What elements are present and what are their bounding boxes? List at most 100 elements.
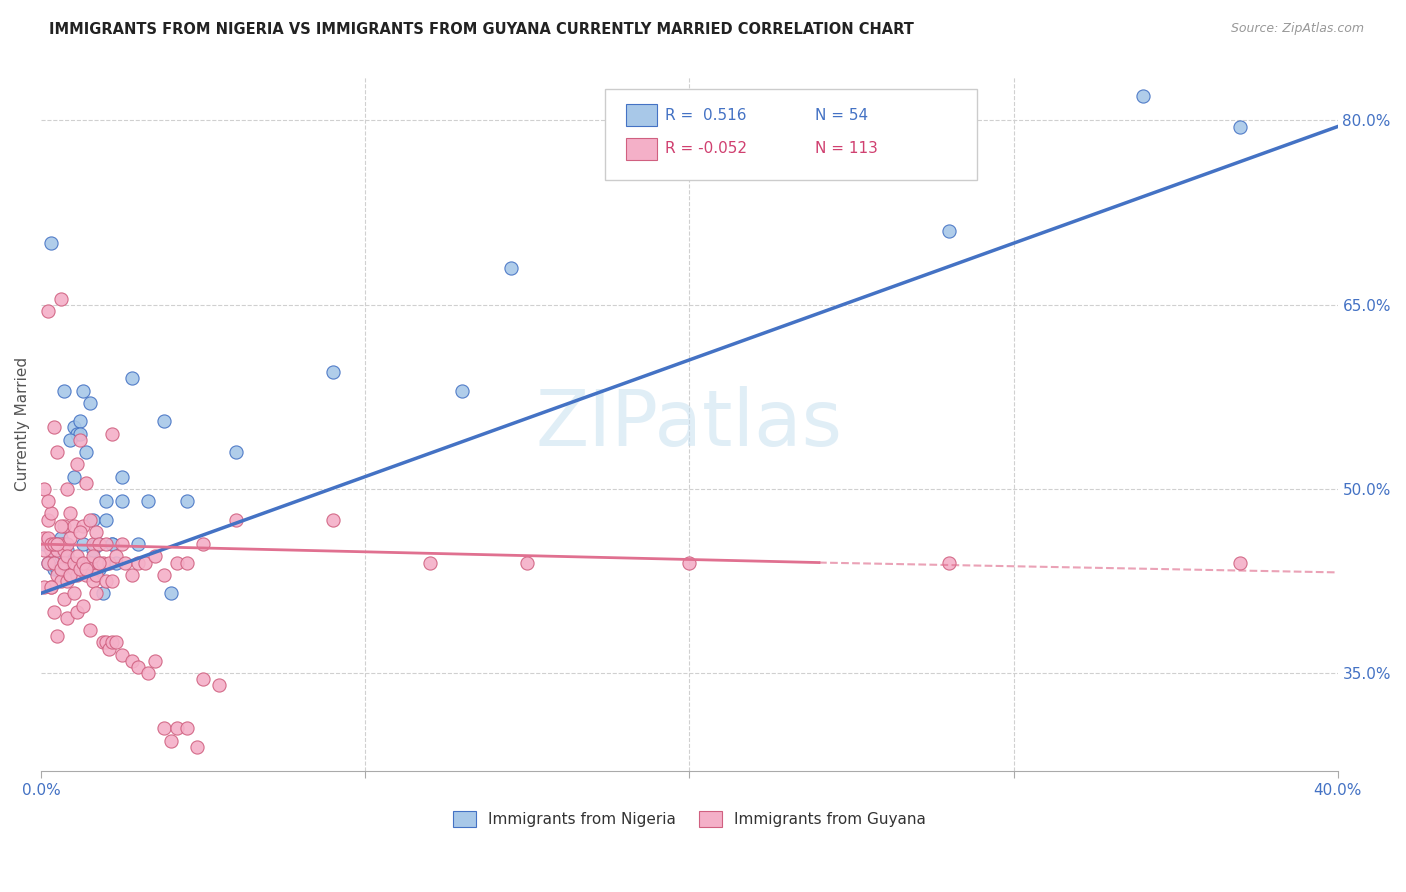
Point bbox=[69, 426, 91, 441]
Point bbox=[39, 580, 62, 594]
Point bbox=[49, 574, 72, 588]
Point bbox=[104, 635, 127, 649]
Point bbox=[76, 445, 98, 459]
Point bbox=[84, 524, 107, 539]
Point bbox=[186, 739, 208, 754]
Point bbox=[52, 592, 75, 607]
Point bbox=[46, 445, 69, 459]
Point bbox=[56, 537, 79, 551]
Point bbox=[56, 549, 79, 564]
Point bbox=[166, 722, 188, 736]
Text: ZIPatlas: ZIPatlas bbox=[536, 386, 842, 462]
Point bbox=[101, 537, 124, 551]
Text: N = 54: N = 54 bbox=[815, 108, 869, 122]
Point bbox=[153, 567, 176, 582]
Point bbox=[111, 537, 134, 551]
Point bbox=[56, 611, 79, 625]
Point bbox=[49, 292, 72, 306]
Point bbox=[62, 586, 84, 600]
Point bbox=[193, 537, 215, 551]
Point bbox=[89, 537, 111, 551]
Point bbox=[84, 567, 107, 582]
Point bbox=[39, 543, 62, 558]
Point bbox=[46, 562, 69, 576]
Point bbox=[72, 556, 94, 570]
Point bbox=[66, 605, 89, 619]
Point bbox=[72, 537, 94, 551]
Point bbox=[176, 722, 198, 736]
Point bbox=[101, 635, 124, 649]
Point bbox=[46, 537, 69, 551]
Point bbox=[94, 537, 117, 551]
Point bbox=[42, 605, 65, 619]
Point bbox=[121, 371, 143, 385]
Point bbox=[49, 537, 72, 551]
Point bbox=[94, 574, 117, 588]
Point bbox=[98, 641, 121, 656]
Text: R =  0.516: R = 0.516 bbox=[665, 108, 747, 122]
Point bbox=[94, 494, 117, 508]
Point bbox=[94, 512, 117, 526]
Point bbox=[37, 303, 59, 318]
Point bbox=[82, 574, 104, 588]
Point bbox=[94, 635, 117, 649]
Point bbox=[176, 556, 198, 570]
Point bbox=[101, 574, 124, 588]
Point bbox=[938, 556, 960, 570]
Point bbox=[34, 531, 56, 545]
Point bbox=[66, 458, 89, 472]
Legend: Immigrants from Nigeria, Immigrants from Guyana: Immigrants from Nigeria, Immigrants from… bbox=[447, 805, 932, 833]
Y-axis label: Currently Married: Currently Married bbox=[15, 358, 30, 491]
Point bbox=[127, 556, 149, 570]
Point bbox=[101, 426, 124, 441]
Point bbox=[82, 512, 104, 526]
Point bbox=[52, 543, 75, 558]
Point bbox=[52, 518, 75, 533]
Point bbox=[46, 629, 69, 643]
Point bbox=[121, 567, 143, 582]
Point bbox=[46, 537, 69, 551]
Point bbox=[59, 567, 82, 582]
Point bbox=[159, 733, 181, 747]
Point bbox=[79, 623, 101, 637]
Point bbox=[111, 494, 134, 508]
Point bbox=[37, 512, 59, 526]
Point bbox=[1229, 556, 1251, 570]
Point bbox=[37, 531, 59, 545]
Point bbox=[76, 562, 98, 576]
Point bbox=[42, 537, 65, 551]
Point bbox=[59, 507, 82, 521]
Point bbox=[91, 586, 114, 600]
Point bbox=[66, 549, 89, 564]
Point bbox=[76, 567, 98, 582]
Point bbox=[225, 512, 247, 526]
Text: IMMIGRANTS FROM NIGERIA VS IMMIGRANTS FROM GUYANA CURRENTLY MARRIED CORRELATION : IMMIGRANTS FROM NIGERIA VS IMMIGRANTS FR… bbox=[49, 22, 914, 37]
Point bbox=[62, 469, 84, 483]
Point bbox=[104, 549, 127, 564]
Point bbox=[82, 543, 104, 558]
Point bbox=[62, 420, 84, 434]
Point bbox=[56, 562, 79, 576]
Point bbox=[34, 482, 56, 496]
Point bbox=[72, 599, 94, 613]
Point bbox=[516, 556, 538, 570]
Point bbox=[52, 537, 75, 551]
Point bbox=[91, 556, 114, 570]
Point bbox=[69, 433, 91, 447]
Point bbox=[136, 666, 159, 681]
Point bbox=[49, 562, 72, 576]
Point bbox=[42, 537, 65, 551]
Point bbox=[91, 635, 114, 649]
Point bbox=[37, 556, 59, 570]
Point bbox=[46, 543, 69, 558]
Point bbox=[56, 543, 79, 558]
Point bbox=[451, 384, 474, 398]
Point bbox=[134, 556, 156, 570]
Point bbox=[79, 396, 101, 410]
Point bbox=[322, 365, 344, 379]
Point bbox=[37, 556, 59, 570]
Point bbox=[419, 556, 441, 570]
Point bbox=[101, 537, 124, 551]
Point bbox=[49, 531, 72, 545]
Point bbox=[143, 549, 166, 564]
